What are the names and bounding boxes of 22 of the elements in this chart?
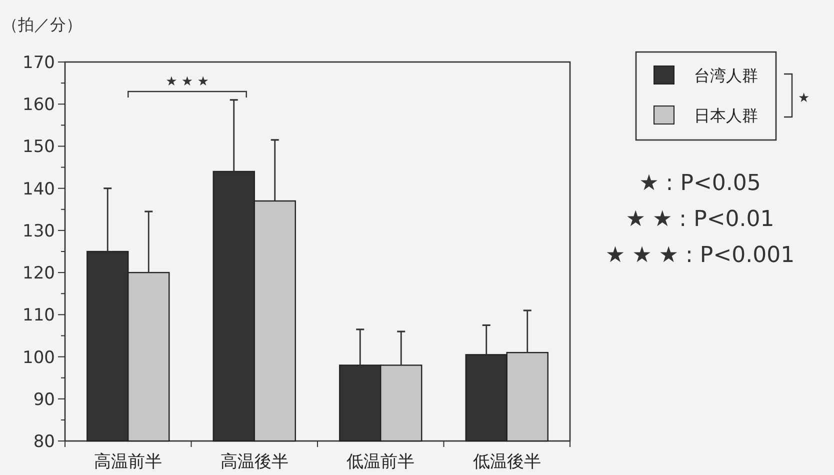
- x-tick-label: 低温後半: [472, 452, 541, 472]
- y-tick-label: 170: [22, 53, 55, 73]
- legend-label: 台湾人群: [694, 66, 758, 85]
- y-tick-label: 90: [33, 390, 55, 410]
- x-tick-label: 高温前半: [94, 452, 162, 472]
- annotation: ★ ★ ★: [166, 74, 209, 90]
- x-tick-label: 高温後半: [220, 452, 288, 472]
- text: ★ : P<0.05: [639, 171, 761, 196]
- y-tick-label: 120: [22, 264, 55, 284]
- y-tick-label: 100: [22, 348, 55, 368]
- legend-label: 日本人群: [694, 106, 758, 125]
- y-tick-label: 160: [22, 95, 55, 116]
- text: ★ ★ ★ : P<0.001: [605, 243, 795, 268]
- y-tick-label: 130: [22, 221, 55, 242]
- x-tick-label: 低温前半: [346, 452, 415, 472]
- y-tick-label: 80: [33, 432, 55, 452]
- text: ★ ★ : P<0.01: [626, 207, 774, 232]
- y-tick-label: 110: [22, 306, 55, 326]
- text: ★: [798, 91, 810, 106]
- y-tick-label: 150: [22, 137, 55, 158]
- y-axis-title: （拍／分）: [2, 15, 82, 34]
- y-tick-label: 140: [22, 179, 55, 200]
